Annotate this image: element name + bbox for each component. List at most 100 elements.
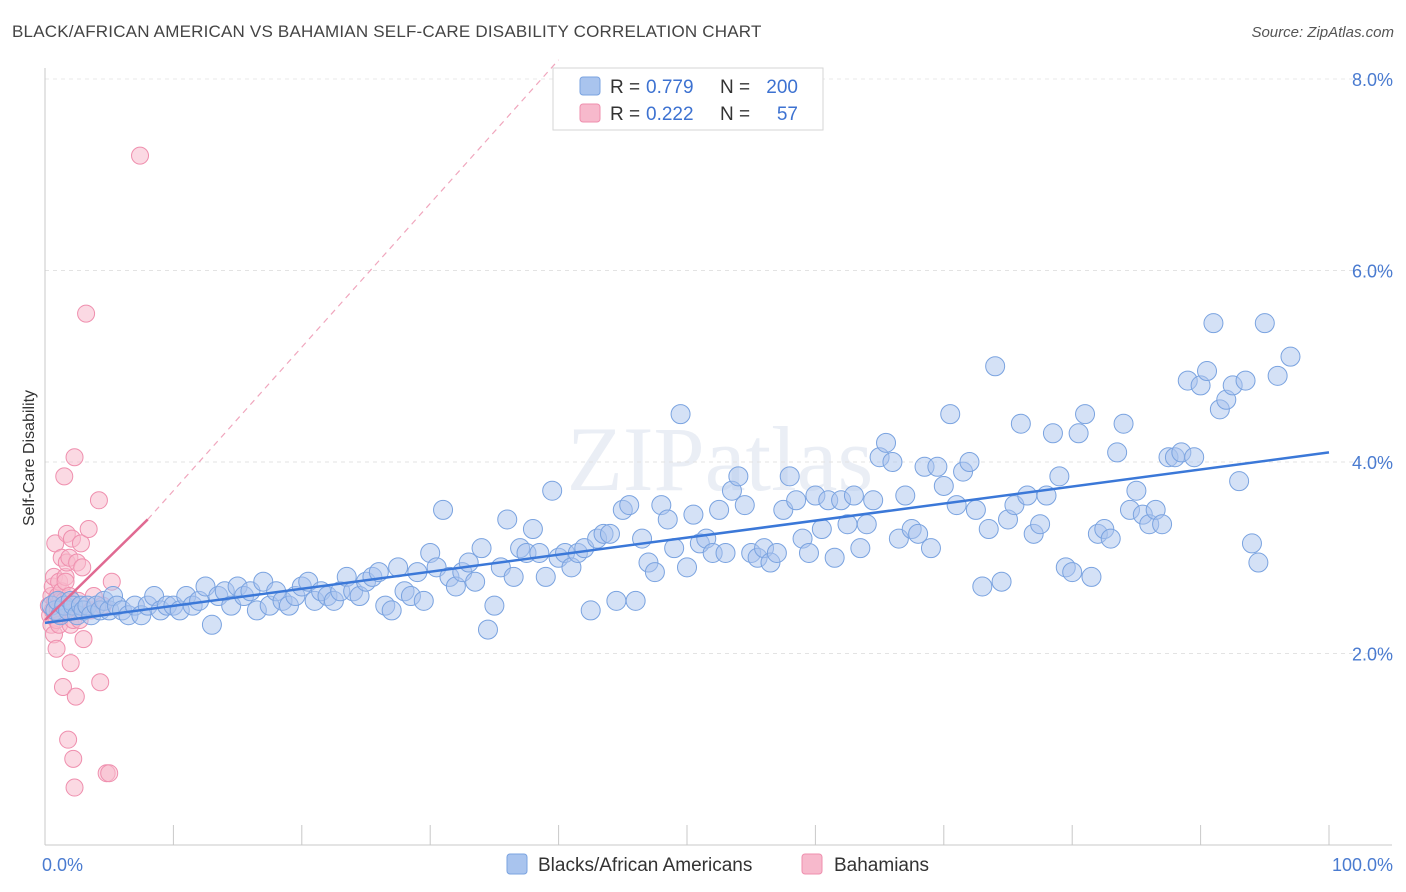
black-point-165 [1049, 466, 1070, 487]
trend-line-bahamians-extended [147, 59, 560, 520]
x-tick-labels: 0.0% 100.0% [42, 855, 1393, 875]
black-point-76 [477, 619, 498, 640]
black-point-149 [946, 495, 967, 516]
black-point-143 [908, 523, 929, 544]
black-point-99 [625, 590, 646, 611]
stats-r-label-2: R = [610, 104, 640, 125]
black-point-134 [850, 538, 871, 559]
chart-title: BLACK/AFRICAN AMERICAN VS BAHAMIAN SELF-… [12, 22, 762, 41]
y-tick-label-3: 8.0% [1352, 70, 1393, 90]
black-point-107 [677, 557, 697, 578]
bahamian-point-21 [53, 678, 72, 697]
grid-lines [45, 78, 1392, 654]
black-point-116 [734, 495, 755, 516]
bahamian-point-44 [73, 558, 92, 577]
trend-line-bahamians [44, 518, 149, 621]
bahamian-point-37 [65, 448, 84, 467]
legend-swatch-bahamians [801, 853, 823, 875]
black-point-155 [985, 356, 1006, 377]
stats-r-value-2: 0.222 [646, 104, 694, 125]
black-point-108 [683, 504, 704, 525]
y-tick-label-0: 2.0% [1352, 645, 1393, 665]
black-point-92 [580, 600, 601, 621]
black-point-196 [1248, 552, 1269, 573]
black-point-156 [991, 571, 1012, 592]
black-point-75 [471, 538, 492, 559]
black-point-195 [1241, 533, 1262, 554]
black-point-153 [972, 576, 993, 597]
black-point-160 [1017, 485, 1038, 506]
stats-r-value-1: 0.779 [646, 77, 694, 98]
bahamian-point-54 [100, 764, 119, 783]
black-point-77 [484, 595, 505, 616]
black-point-61 [381, 600, 402, 621]
black-point-167 [1062, 562, 1083, 583]
black-point-105 [664, 538, 685, 559]
black-point-151 [959, 452, 980, 472]
black-point-147 [933, 475, 954, 496]
black-point-102 [644, 562, 665, 583]
black-point-173 [1100, 528, 1121, 549]
x-tick-label-1: 100.0% [1332, 855, 1393, 875]
y-axis-label: Self-Care Disability [21, 390, 38, 526]
black-point-96 [606, 590, 627, 611]
x-tick-label-0: 0.0% [42, 855, 83, 875]
black-point-141 [895, 485, 916, 506]
black-point-164 [1042, 423, 1063, 444]
bahamian-point-22 [55, 467, 74, 486]
black-point-95 [599, 523, 620, 544]
bahamian-point-11 [47, 639, 66, 658]
black-point-133 [843, 485, 864, 506]
black-point-79 [497, 509, 518, 530]
black-point-113 [715, 542, 736, 563]
bahamian-point-38 [65, 778, 84, 797]
black-point-145 [920, 538, 941, 559]
black-point-170 [1081, 566, 1102, 587]
y-tick-label-2: 6.0% [1352, 262, 1393, 282]
black-point-199 [1280, 346, 1301, 367]
axes [44, 68, 1392, 846]
black-point-128 [811, 519, 832, 540]
y-tick-label-1: 4.0% [1352, 453, 1393, 473]
black-point-186 [1184, 447, 1205, 468]
black-point-175 [1113, 413, 1134, 434]
black-point-177 [1126, 480, 1147, 501]
black-point-80 [503, 566, 524, 587]
black-point-85 [535, 566, 556, 587]
stats-legend-swatch-pink [579, 103, 601, 123]
black-point-124 [786, 490, 807, 511]
stats-n-value-1: 200 [766, 77, 798, 98]
stats-r-label-1: R = [610, 77, 640, 98]
black-point-169 [1075, 404, 1096, 425]
black-point-33 [201, 614, 222, 635]
bahamian-point-46 [77, 304, 96, 323]
black-point-83 [522, 519, 543, 540]
trend-lines [44, 59, 1330, 625]
stats-n-value-2: 57 [777, 104, 798, 125]
black-point-139 [882, 452, 903, 472]
black-point-148 [940, 404, 961, 425]
legend-label-bahamians: Bahamians [834, 855, 929, 876]
black-point-126 [798, 542, 819, 563]
black-point-106 [670, 404, 691, 425]
black-point-86 [542, 480, 563, 501]
bahamian-point-29 [59, 730, 78, 749]
bahamian-point-45 [74, 630, 93, 649]
trend-line-blacks [44, 451, 1330, 625]
black-point-159 [1010, 413, 1031, 434]
bahamian-point-50 [89, 491, 108, 510]
black-point-197 [1254, 313, 1275, 334]
black-point-189 [1203, 313, 1224, 334]
black-point-69 [433, 499, 454, 520]
black-point-66 [413, 590, 434, 611]
bahamian-point-43 [71, 534, 90, 553]
black-point-198 [1267, 365, 1288, 386]
series-blacks [41, 313, 1301, 640]
black-point-138 [876, 432, 897, 453]
series-bahamians [39, 146, 150, 797]
black-point-123 [779, 466, 800, 487]
black-point-193 [1229, 471, 1250, 492]
stats-n-label-1: N = [720, 77, 750, 98]
y-tick-labels: 2.0% 4.0% 6.0% 8.0% [1352, 70, 1393, 665]
